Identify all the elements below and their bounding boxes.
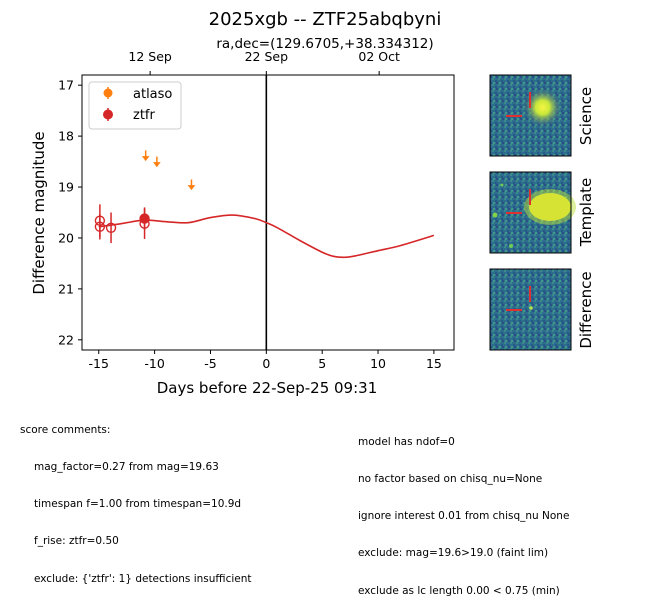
score-comment-line: timespan f=1.00 from timespan=10.9d [34,498,242,511]
top-tick-label: 22 Sep [245,49,289,64]
y-axis-label: Difference magnitude [30,131,48,294]
upper-limit-head [187,185,196,191]
model-comment-line: model has ndof=0 [358,435,455,448]
x-axis-label: Days before 22-Sep-25 09:31 [157,379,378,397]
x-tick-label: 15 [426,356,442,371]
model-comments: model has ndof=0 no factor based on chis… [358,411,569,610]
y-tick-label: 20 [58,230,74,245]
model-comment-line: exclude as lc length 0.00 < 0.75 (min) [358,584,560,597]
legend-marker-ztfr [103,108,113,121]
x-tick-label: -15 [89,356,109,371]
score-comment-line: exclude: {'ztfr': 1} detections insuffic… [34,572,252,585]
upper-limit-head [153,162,161,168]
legend: atlaso ztfr [88,81,182,130]
figure: 2025xgb -- ZTF25abqbyni ra,dec=(129.6705… [30,9,595,397]
model-comment-line: no factor based on chisq_nu=None [358,473,543,486]
model-comment-line: ignore interest 0.01 from chisq_nu None [358,510,570,523]
top-tick-label: 02 Oct [358,49,400,64]
score-comments: score comments: mag_factor=0.27 from mag… [20,399,252,598]
y-tick-label: 17 [58,78,74,93]
plot-area [81,74,455,351]
stamp-label-difference: Difference [577,271,595,348]
x-tick-label: -5 [204,356,216,371]
score-comment-line: f_rise: ztfr=0.50 [34,535,119,548]
upper-limit-marker-atlaso [187,179,196,191]
x-tick-label: 5 [318,356,326,371]
data-point-ztfr [105,212,117,244]
axes: -15 -10 -5 0 5 10 15 17 18 19 20 21 22 12 Sep 22 Sep 02… [58,49,442,371]
y-tick-label: 19 [58,180,74,195]
nondetection-marker [139,218,150,229]
chart-subtitle: ra,dec=(129.6705,+38.334312) [216,36,433,52]
y-tick-label: 21 [58,281,74,296]
x-tick-label: -10 [144,356,164,371]
legend-label-atlaso: atlaso [133,87,172,102]
legend-label-ztfr: ztfr [133,108,155,123]
chart-title: 2025xgb -- ZTF25abqbyni [209,9,442,30]
y-tick-label: 18 [58,129,74,144]
stamp-template [489,171,576,254]
data-point-ztfr [94,214,106,240]
data-point-ztfr [139,208,150,239]
x-tick-label: 10 [370,356,386,371]
y-tick-label: 22 [58,332,74,347]
upper-limit-head [141,156,150,162]
model-comment-line: exclude: mag=19.6>19.0 (faint lim) [358,547,549,560]
stamp-science [489,74,572,157]
nondetection-marker [105,222,117,233]
x-tick-label: 0 [262,356,270,371]
stamp-label-science: Science [577,87,595,145]
upper-limit-marker-atlaso [153,156,161,168]
model-curve [98,214,435,259]
top-tick-label: 12 Sep [128,49,172,64]
nondetection-marker [94,221,106,232]
score-comments-header: score comments: [20,423,111,436]
legend-marker-atlaso [103,87,113,99]
score-comment-line: mag_factor=0.27 from mag=19.63 [34,461,219,474]
stamp-label-template: Template [577,178,595,247]
stamp-difference [489,268,572,351]
plot-content [94,75,435,350]
upper-limit-marker-atlaso [141,150,150,162]
